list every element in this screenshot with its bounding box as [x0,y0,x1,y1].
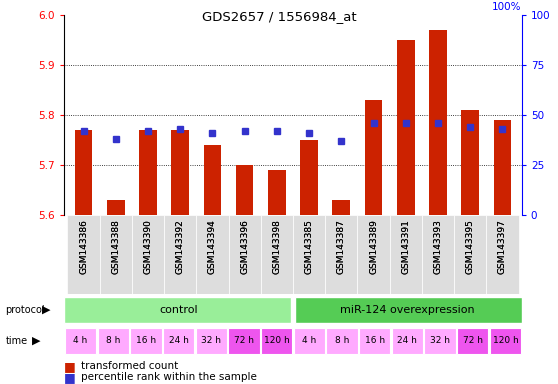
FancyBboxPatch shape [64,297,291,323]
Text: 32 h: 32 h [430,336,450,345]
Text: 8 h: 8 h [106,336,121,345]
Text: GSM143388: GSM143388 [111,219,120,274]
Text: 72 h: 72 h [463,336,483,345]
FancyBboxPatch shape [392,328,423,354]
FancyBboxPatch shape [164,215,196,294]
Bar [461,110,479,215]
Text: ▶: ▶ [32,336,40,346]
Text: miR-124 overexpression: miR-124 overexpression [340,305,475,315]
Text: GSM143387: GSM143387 [337,219,346,274]
Text: ■: ■ [64,360,76,373]
Text: GSM143398: GSM143398 [272,219,281,274]
FancyBboxPatch shape [68,215,100,294]
Text: GSM143394: GSM143394 [208,219,217,274]
FancyBboxPatch shape [359,328,391,354]
FancyBboxPatch shape [457,328,488,354]
Text: GSM143396: GSM143396 [240,219,249,274]
Text: GDS2657 / 1556984_at: GDS2657 / 1556984_at [201,10,357,23]
Text: 16 h: 16 h [136,336,156,345]
Text: 16 h: 16 h [364,336,384,345]
Bar [171,130,189,215]
Bar [75,130,93,215]
FancyBboxPatch shape [325,215,357,294]
Text: 4 h: 4 h [302,336,316,345]
Text: GSM143397: GSM143397 [498,219,507,274]
Text: GSM143385: GSM143385 [305,219,314,274]
Text: ■: ■ [64,371,76,384]
Text: ▶: ▶ [42,305,50,315]
Bar [429,30,447,215]
FancyBboxPatch shape [454,215,486,294]
FancyBboxPatch shape [196,215,229,294]
Text: 8 h: 8 h [335,336,349,345]
Text: 24 h: 24 h [397,336,417,345]
FancyBboxPatch shape [65,328,96,354]
FancyBboxPatch shape [293,215,325,294]
Text: GSM143388: GSM143388 [111,219,120,274]
Text: GSM143390: GSM143390 [143,219,152,274]
FancyBboxPatch shape [295,297,522,323]
FancyBboxPatch shape [294,328,325,354]
Text: 32 h: 32 h [201,336,221,345]
FancyBboxPatch shape [326,328,358,354]
Text: protocol: protocol [6,305,45,315]
FancyBboxPatch shape [424,328,456,354]
Text: GSM143386: GSM143386 [79,219,88,274]
Text: GSM143391: GSM143391 [401,219,410,274]
Bar [300,140,318,215]
Text: GSM143386: GSM143386 [79,219,88,274]
Text: GSM143394: GSM143394 [208,219,217,274]
Text: GSM143392: GSM143392 [176,219,185,274]
Bar [397,40,415,215]
Text: GSM143389: GSM143389 [369,219,378,274]
Text: GSM143390: GSM143390 [143,219,152,274]
Bar [107,200,124,215]
Bar [493,120,511,215]
FancyBboxPatch shape [228,328,259,354]
Text: GSM143393: GSM143393 [434,219,442,274]
Text: GSM143385: GSM143385 [305,219,314,274]
FancyBboxPatch shape [229,215,261,294]
FancyBboxPatch shape [261,328,292,354]
Bar [268,170,286,215]
Bar [235,165,253,215]
Text: 24 h: 24 h [169,336,189,345]
FancyBboxPatch shape [357,215,389,294]
FancyBboxPatch shape [163,328,194,354]
Text: GSM143395: GSM143395 [466,219,475,274]
FancyBboxPatch shape [486,215,518,294]
FancyBboxPatch shape [261,215,293,294]
Text: GSM143398: GSM143398 [272,219,281,274]
Bar [364,100,382,215]
Text: percentile rank within the sample: percentile rank within the sample [81,372,257,382]
Text: control: control [159,305,198,315]
Text: GSM143387: GSM143387 [337,219,346,274]
Text: transformed count: transformed count [81,361,178,371]
Bar [139,130,157,215]
Text: GSM143395: GSM143395 [466,219,475,274]
Text: GSM143393: GSM143393 [434,219,442,274]
FancyBboxPatch shape [132,215,164,294]
FancyBboxPatch shape [100,215,132,294]
Text: 120 h: 120 h [264,336,290,345]
Text: GSM143392: GSM143392 [176,219,185,274]
Text: 100%: 100% [492,2,522,12]
Bar [333,200,350,215]
FancyBboxPatch shape [195,328,227,354]
FancyBboxPatch shape [130,328,162,354]
Text: GSM143397: GSM143397 [498,219,507,274]
Text: GSM143389: GSM143389 [369,219,378,274]
Bar [204,145,222,215]
Text: 120 h: 120 h [493,336,518,345]
FancyBboxPatch shape [422,215,454,294]
Text: 4 h: 4 h [74,336,88,345]
FancyBboxPatch shape [389,215,422,294]
Text: GSM143396: GSM143396 [240,219,249,274]
Text: GSM143391: GSM143391 [401,219,410,274]
FancyBboxPatch shape [98,328,129,354]
Text: 72 h: 72 h [234,336,254,345]
Text: time: time [6,336,28,346]
FancyBboxPatch shape [490,328,521,354]
